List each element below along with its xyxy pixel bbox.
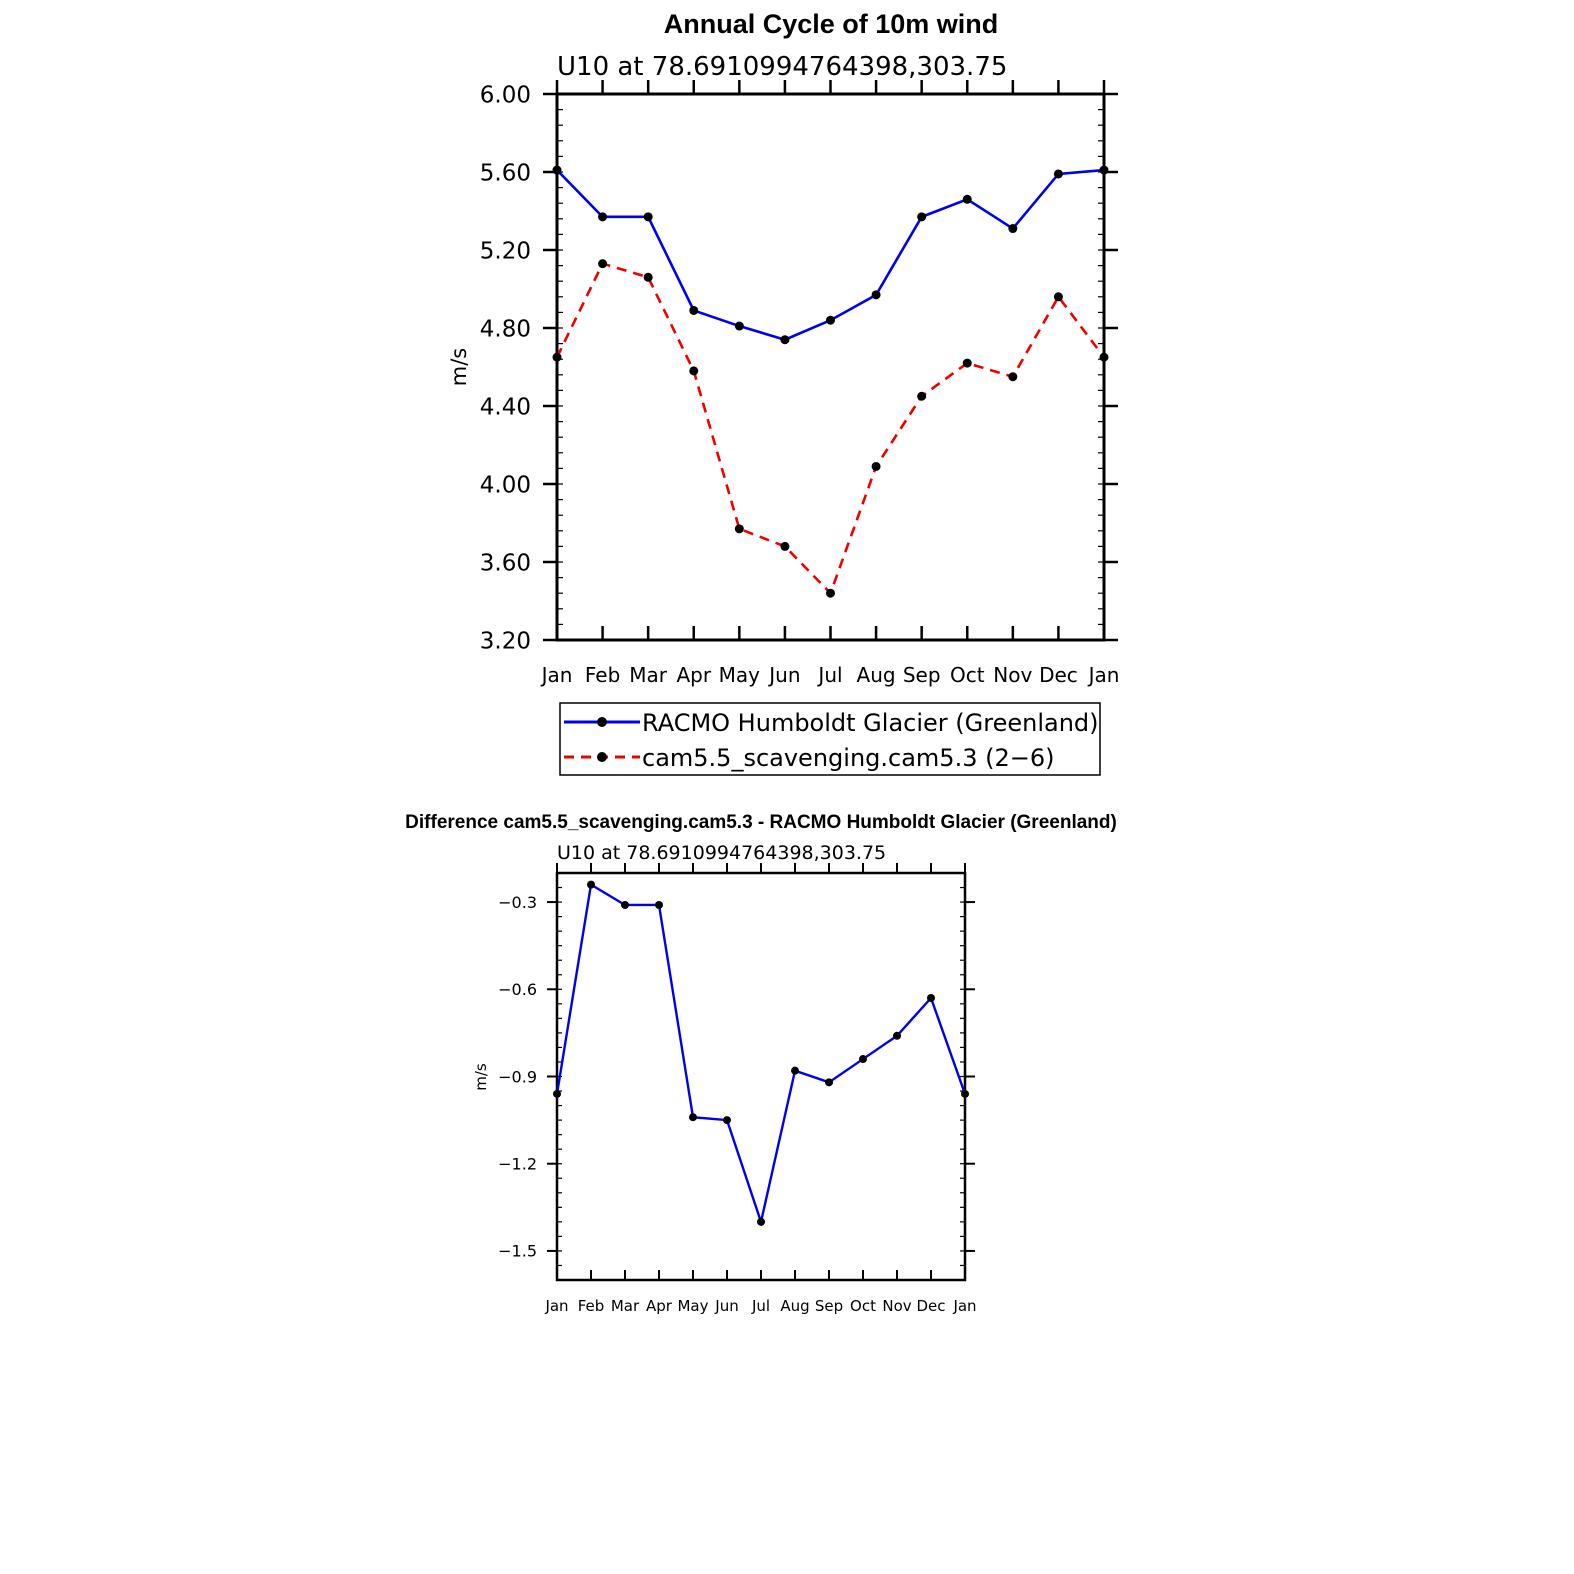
legend-label-cam: cam5.5_scavenging.cam5.3 (2−6) <box>642 744 1054 772</box>
data-point <box>871 461 881 471</box>
data-point <box>587 880 595 889</box>
chart2-ylabel: m/s <box>472 1063 490 1091</box>
chart2-subtitle: U10 at 78.6910994764398,303.75 <box>557 842 886 864</box>
x-tick-label: Oct <box>950 663 985 687</box>
data-point <box>962 194 972 204</box>
data-point <box>1053 169 1063 179</box>
data-point <box>1008 224 1018 234</box>
y-tick-label: 4.40 <box>480 394 531 420</box>
x-tick-label: Dec <box>916 1297 945 1315</box>
x-tick-label: Jun <box>767 663 800 687</box>
data-point <box>917 391 927 401</box>
data-point <box>780 335 790 345</box>
data-point <box>689 1113 697 1122</box>
y-tick-label: 6.00 <box>480 82 531 108</box>
data-point <box>791 1066 799 1075</box>
data-point <box>689 305 699 315</box>
x-tick-label: Sep <box>903 663 941 687</box>
data-point <box>962 358 972 368</box>
data-point <box>917 212 927 222</box>
data-point <box>826 588 835 598</box>
data-point <box>780 541 790 551</box>
data-point <box>598 212 608 222</box>
chart1-ylabel: m/s <box>447 348 471 386</box>
data-point <box>871 290 881 300</box>
data-point <box>621 900 629 909</box>
data-point <box>552 165 562 175</box>
data-point <box>1099 352 1109 362</box>
x-tick-label: Apr <box>676 663 711 687</box>
x-tick-label: Jul <box>751 1297 770 1315</box>
chart2-title: Difference cam5.5_scavenging.cam5.3 - RA… <box>405 812 1117 833</box>
x-tick-label: Jan <box>540 663 573 687</box>
data-point <box>655 900 663 909</box>
chart1-legend: RACMO Humboldt Glacier (Greenland) cam5.… <box>559 702 1101 776</box>
x-tick-label: Feb <box>578 1297 605 1315</box>
x-tick-label: Jun <box>714 1297 738 1315</box>
y-tick-label: 5.60 <box>480 160 531 186</box>
data-point <box>825 1078 833 1087</box>
series-line-2 <box>555 262 1106 596</box>
chart1-subtitle: U10 at 78.6910994764398,303.75 <box>557 52 1007 82</box>
series-line-1 <box>555 882 967 1227</box>
x-tick-label: Nov <box>993 663 1032 687</box>
legend-label-racmo: RACMO Humboldt Glacier (Greenland) <box>642 709 1099 737</box>
x-tick-label: Oct <box>850 1297 876 1315</box>
y-tick-label: −0.9 <box>498 1067 537 1086</box>
data-point <box>552 352 562 362</box>
legend-box <box>559 702 1101 776</box>
data-point <box>1099 165 1109 175</box>
x-tick-label: Jan <box>952 1297 976 1315</box>
x-tick-label: Jan <box>544 1297 568 1315</box>
y-tick-label: −1.2 <box>498 1154 537 1173</box>
y-tick-label: −1.5 <box>498 1242 537 1261</box>
x-tick-label: Jul <box>816 663 842 687</box>
data-point <box>1053 292 1063 302</box>
y-tick-label: 3.60 <box>480 550 531 576</box>
x-tick-label: Sep <box>815 1297 843 1315</box>
x-tick-label: Aug <box>780 1297 809 1315</box>
data-point <box>723 1116 731 1125</box>
chart1-plot: Jan Feb Mar Apr May Jun Jul Aug Sep Oct Nov Dec Jan 3… <box>480 80 1120 687</box>
x-tick-label: Dec <box>1039 663 1078 687</box>
data-point <box>643 212 653 222</box>
x-tick-label: Mar <box>611 1297 640 1315</box>
data-point <box>826 315 835 325</box>
x-tick-label: Mar <box>629 663 668 687</box>
data-point <box>893 1031 901 1040</box>
y-tick-label: 4.00 <box>480 472 531 498</box>
chart2-plot: Jan Feb Mar Apr May Jun Jul Aug Sep Oct Nov Dec Jan −… <box>498 863 977 1315</box>
data-point <box>734 321 744 331</box>
legend-marker-cam <box>597 752 607 762</box>
data-point <box>859 1055 867 1064</box>
x-tick-label: May <box>677 1297 708 1315</box>
legend-marker-racmo <box>597 717 607 727</box>
data-point <box>553 1089 561 1098</box>
y-tick-label: −0.3 <box>498 893 537 912</box>
series-line-1 <box>556 168 1105 342</box>
data-point <box>643 272 653 282</box>
x-tick-label: Feb <box>585 663 620 687</box>
x-tick-label: Apr <box>646 1297 673 1315</box>
data-point <box>598 259 608 269</box>
x-tick-label: Nov <box>882 1297 911 1315</box>
chart1-title: Annual Cycle of 10m wind <box>664 9 999 39</box>
data-point <box>927 994 935 1003</box>
data-point <box>961 1089 969 1098</box>
x-tick-label: Jan <box>1087 663 1120 687</box>
y-tick-label: 4.80 <box>480 316 531 342</box>
y-tick-label: 5.20 <box>480 238 531 264</box>
data-point <box>757 1217 765 1226</box>
y-tick-label: 3.20 <box>480 628 531 654</box>
data-point <box>734 524 744 534</box>
x-tick-label: May <box>719 663 761 687</box>
data-point <box>1008 372 1018 382</box>
y-tick-label: −0.6 <box>498 980 537 999</box>
plot-frame <box>555 92 1106 642</box>
data-point <box>689 366 699 376</box>
x-tick-label: Aug <box>857 663 896 687</box>
